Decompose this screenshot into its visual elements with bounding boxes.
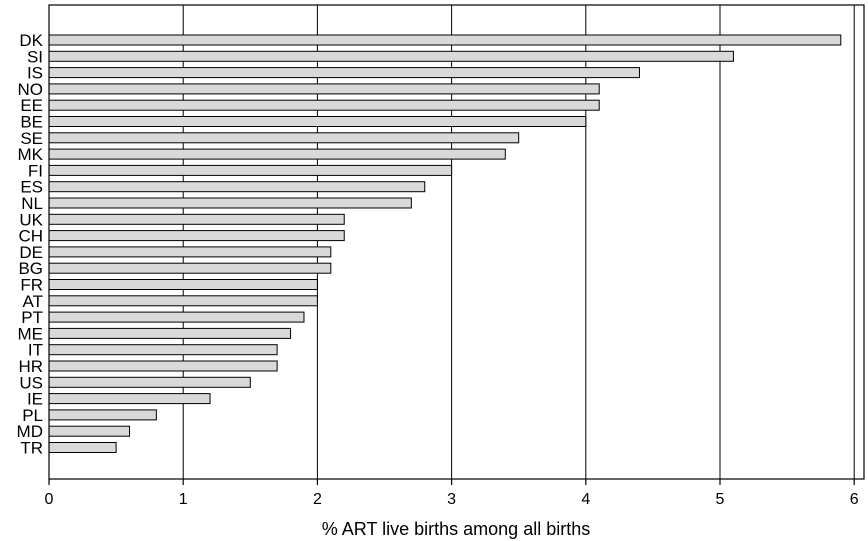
bar-md <box>48 425 131 437</box>
bar-ie <box>48 393 211 405</box>
bar-dk <box>48 34 842 46</box>
category-label-fi: FI <box>28 161 43 180</box>
x-tick-label: 2 <box>313 491 322 508</box>
category-label-ch: CH <box>18 227 43 246</box>
bar-es <box>48 181 426 193</box>
category-label-si: SI <box>27 47 43 66</box>
x-tick-label: 1 <box>179 491 188 508</box>
category-label-fr: FR <box>20 276 43 295</box>
bar-ee <box>48 99 600 111</box>
x-tick-label: 0 <box>45 491 54 508</box>
bar-fr <box>48 279 318 290</box>
category-label-ie: IE <box>27 390 43 409</box>
category-label-de: DE <box>19 243 43 262</box>
category-label-pt: PT <box>21 308 43 327</box>
category-label-bg: BG <box>18 259 43 278</box>
category-label-se: SE <box>20 129 43 148</box>
category-label-pl: PL <box>22 406 43 425</box>
category-label-dk: DK <box>19 31 43 50</box>
category-label-me: ME <box>18 324 44 343</box>
x-tick-label: 5 <box>716 491 725 508</box>
plot-frame <box>48 4 865 480</box>
category-label-be: BE <box>20 113 43 132</box>
bar-pl <box>48 409 157 421</box>
bars <box>48 34 842 453</box>
bar-se <box>48 132 520 144</box>
category-label-it: IT <box>28 341 43 360</box>
bar-at <box>48 295 318 307</box>
category-label-ee: EE <box>20 96 43 115</box>
x-tick-label: 3 <box>447 491 456 508</box>
category-label-nl: NL <box>21 194 43 213</box>
bar-tr <box>48 442 117 453</box>
bar-me <box>48 327 292 339</box>
bar-nl <box>48 197 412 209</box>
bar-hr <box>48 360 278 372</box>
category-label-tr: TR <box>20 439 43 458</box>
x-axis-ticks: 0 1 2 3 4 5 6 <box>45 479 859 508</box>
x-tick-label: 4 <box>581 491 590 508</box>
bar-bg <box>48 262 332 274</box>
bar-fi <box>48 164 453 176</box>
category-label-mk: MK <box>18 145 44 164</box>
category-label-is: IS <box>27 64 43 83</box>
category-label-uk: UK <box>19 210 43 229</box>
bar-us <box>48 376 251 388</box>
category-label-at: AT <box>23 292 43 311</box>
bar-si <box>48 50 734 62</box>
bar-mk <box>48 148 506 160</box>
bar-uk <box>48 213 345 225</box>
category-label-es: ES <box>20 178 43 197</box>
category-label-hr: HR <box>18 357 43 376</box>
bar-no <box>48 83 600 95</box>
category-label-no: NO <box>18 80 44 99</box>
bar-it <box>48 344 278 356</box>
bar-is <box>48 67 640 79</box>
category-labels: DKSIISNOEEBESEMKFIESNLUKCHDEBGFRATPTMEIT… <box>17 31 44 458</box>
bar-de <box>48 246 332 258</box>
category-label-md: MD <box>17 422 43 441</box>
bar-be <box>48 116 587 127</box>
category-label-us: US <box>19 373 43 392</box>
bar-ch <box>48 230 345 242</box>
bar-pt <box>48 311 305 323</box>
x-axis-title: % ART live births among all births <box>322 519 590 539</box>
x-tick-label: 6 <box>850 491 859 508</box>
